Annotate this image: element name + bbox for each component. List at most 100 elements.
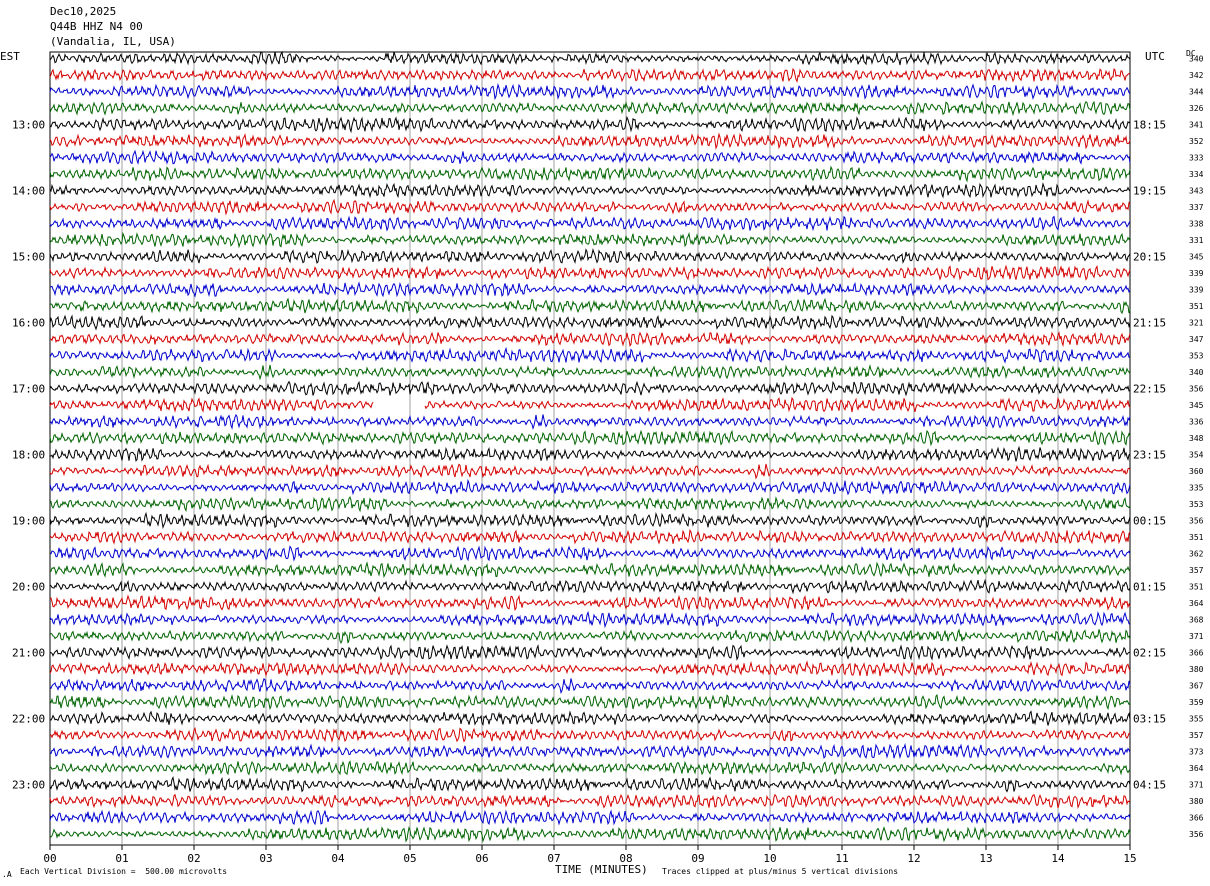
left-timezone-label: EST: [0, 50, 20, 63]
utc-hour-label: 01:15: [1133, 581, 1166, 594]
est-hour-label: 21:00: [12, 647, 45, 660]
trace-row-18: [49, 331, 1131, 348]
est-hour-label: 20:00: [12, 581, 45, 594]
x-axis-title: TIME (MINUTES): [555, 863, 648, 876]
x-tick-label: 14: [1051, 852, 1065, 865]
dc-offset-label: 367: [1189, 682, 1204, 691]
trace-row-39: [49, 678, 1131, 694]
trace-row-13: [49, 247, 1131, 264]
trace-row-27: [49, 478, 1131, 496]
corner-mark: .A: [2, 870, 12, 879]
dc-offset-label: 366: [1189, 814, 1204, 823]
trace-row-33: [49, 578, 1131, 595]
dc-offset-label: 331: [1189, 236, 1204, 245]
utc-hour-label: 21:15: [1133, 317, 1166, 330]
dc-offset-label: 356: [1189, 517, 1204, 526]
dc-offset-label: 340: [1189, 55, 1204, 64]
dc-offset-label: 321: [1189, 319, 1204, 328]
trace-row-2: [49, 67, 1131, 84]
trace-row-45: [49, 775, 1131, 793]
dc-offset-label: 348: [1189, 434, 1204, 443]
dc-offset-label: 344: [1189, 88, 1204, 97]
dc-offset-label: 352: [1189, 137, 1204, 146]
plot-frame: [49, 51, 1131, 846]
trace-row-16: [49, 297, 1131, 315]
dc-offset-label: 360: [1189, 467, 1204, 476]
trace-row-30: [49, 528, 1131, 545]
x-tick-label: 00: [43, 852, 56, 865]
trace-row-6: [49, 132, 1131, 150]
trace-row-41: [49, 710, 1131, 726]
dc-offset-label: 333: [1189, 154, 1204, 163]
utc-hour-label: 23:15: [1133, 449, 1166, 462]
trace-row-37: [49, 643, 1131, 661]
trace-row-29: [49, 511, 1131, 530]
trace-row-14: [49, 264, 1131, 281]
trace-row-12: [49, 231, 1131, 249]
trace-row-11: [49, 215, 1131, 232]
dc-offset-label: 351: [1189, 533, 1204, 542]
x-tick-label: 03: [259, 852, 272, 865]
dc-offset-label: 371: [1189, 632, 1204, 641]
x-tick-label: 02: [187, 852, 200, 865]
trace-row-22: [49, 396, 1131, 413]
dc-offset-label: 345: [1189, 253, 1204, 262]
dc-offset-label: 334: [1189, 170, 1204, 179]
trace-row-47: [49, 809, 1131, 826]
trace-row-35: [49, 610, 1131, 629]
trace-row-20: [49, 363, 1131, 381]
dc-offset-label: 362: [1189, 550, 1204, 559]
trace-row-8: [49, 165, 1131, 183]
dc-offset-label: 339: [1189, 269, 1204, 278]
dc-offset-label: 341: [1189, 121, 1204, 130]
dc-offset-label: 340: [1189, 368, 1204, 377]
x-tick-label: 15: [1123, 852, 1136, 865]
clip-note: Traces clipped at plus/minus 5 vertical …: [662, 867, 899, 876]
est-hour-label: 13:00: [12, 119, 45, 132]
scale-note: Each Vertical Division = 500.00 microvol…: [20, 867, 228, 876]
trace-row-40: [49, 693, 1131, 711]
dc-offset-label: 380: [1189, 797, 1204, 806]
trace-row-42: [49, 726, 1131, 743]
x-tick-label: 11: [835, 852, 848, 865]
trace-row-31: [49, 545, 1131, 562]
dc-offset-label: 359: [1189, 698, 1204, 707]
utc-hour-label: 20:15: [1133, 251, 1166, 264]
dc-offset-label: 339: [1189, 286, 1204, 295]
dc-offset-label: 347: [1189, 335, 1204, 344]
trace-row-32: [49, 561, 1131, 579]
trace-row-24: [49, 429, 1131, 447]
dc-offset-label: 351: [1189, 302, 1204, 311]
dc-offset-label: 368: [1189, 616, 1204, 625]
trace-row-1: [49, 50, 1131, 66]
trace-row-19: [49, 346, 1131, 364]
right-timezone-label: UTC: [1145, 50, 1165, 63]
trace-row-17: [49, 314, 1131, 331]
dc-offset-label: 357: [1189, 566, 1204, 575]
dc-offset-label: 338: [1189, 220, 1204, 229]
trace-row-21: [49, 380, 1131, 397]
trace-row-38: [49, 660, 1131, 677]
est-hour-label: 14:00: [12, 185, 45, 198]
trace-row-36: [49, 628, 1131, 645]
est-hour-label: 15:00: [12, 251, 45, 264]
trace-row-4: [49, 100, 1131, 117]
dc-offset-label: 373: [1189, 748, 1204, 757]
trace-row-15: [49, 281, 1131, 298]
trace-row-48: [49, 825, 1131, 843]
x-tick-label: 07: [547, 852, 560, 865]
dc-offset-label: 371: [1189, 781, 1204, 790]
x-tick-label: 01: [115, 852, 128, 865]
trace-row-25: [49, 445, 1131, 462]
trace-row-23: [49, 413, 1131, 431]
x-tick-label: 10: [763, 852, 776, 865]
dc-offset-label: 364: [1189, 764, 1204, 773]
trace-row-34: [49, 594, 1131, 612]
trace-row-9: [49, 182, 1131, 199]
x-tick-label: 12: [907, 852, 920, 865]
dc-offset-header: DC: [1186, 49, 1196, 58]
trace-row-44: [49, 760, 1131, 776]
dc-offset-label: 353: [1189, 500, 1204, 509]
dc-offset-label: 366: [1189, 649, 1204, 658]
